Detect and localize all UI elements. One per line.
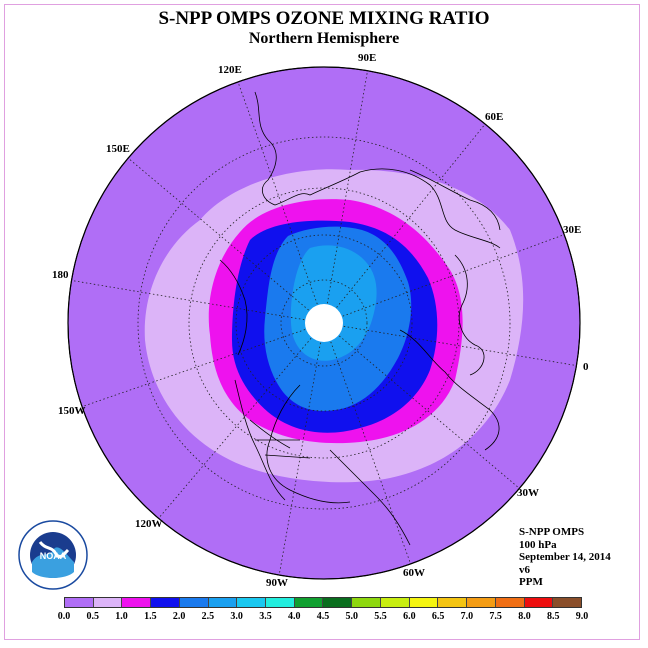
lon-label-90w: 90W [266, 577, 288, 589]
colorbar-tick-label: 7.5 [489, 611, 502, 622]
colorbar-ticks: 0.0 0.5 1.0 1.5 2.0 2.5 3.0 3.5 4.0 4.5 5.0 5.5 6.0 6… [58, 611, 589, 625]
colorbar-segment [122, 598, 152, 607]
colorbar [64, 597, 582, 608]
colorbar-tick-label: 6.5 [431, 611, 445, 622]
colorbar-tick-label: 5.0 [345, 611, 359, 622]
coastlines [219, 91, 501, 546]
lon-label-150w: 150W [58, 405, 86, 417]
product-info: S-NPP OMPS 100 hPa September 14, 2014 v6… [519, 526, 611, 589]
map-subtitle: Northern Hemisphere [248, 30, 400, 47]
colorbar-segment [524, 598, 554, 607]
noaa-logo-text: NOAA [40, 551, 67, 561]
colorbar-tick-label: 2.5 [201, 611, 215, 622]
info-level: 100 hPa [519, 538, 557, 551]
lon-label-150e: 150E [106, 143, 130, 155]
info-date: September 14, 2014 [519, 551, 611, 564]
colorbar-segment [380, 598, 410, 607]
colorbar-tick-label: 1.0 [115, 611, 128, 622]
map-title: S-NPP OMPS OZONE MIXING RATIO [158, 8, 490, 29]
lon-label-60w: 60W [403, 567, 425, 579]
colorbar-tick-label: 3.0 [230, 611, 243, 622]
colorbar-tick-label: 9.0 [575, 611, 589, 622]
info-instrument: S-NPP OMPS [519, 526, 585, 538]
colorbar-tick-label: 0.5 [86, 611, 100, 622]
colorbar-tick-label: 5.5 [374, 611, 387, 622]
info-version: v6 [519, 563, 530, 576]
figure-frame [4, 4, 640, 640]
colorbar-segment [237, 598, 267, 607]
polar-no-data-cap [305, 304, 343, 342]
colorbar-segment [438, 598, 468, 607]
colorbar-tick-label: 4.5 [316, 611, 330, 622]
colorbar-segment [409, 598, 439, 607]
globe-outline [67, 66, 581, 580]
colorbar-segment [266, 598, 295, 607]
info-units: PPM [519, 576, 543, 589]
lon-label-0: 0 [583, 361, 589, 373]
lon-label-90e: 90E [358, 52, 376, 64]
meridians [68, 67, 580, 577]
colorbar-tick-label: 8.0 [518, 611, 531, 622]
lon-label-30e: 30E [563, 224, 581, 236]
colorbar-tick-label: 1.5 [144, 611, 157, 622]
colorbar-tick-label: 6.0 [403, 611, 416, 622]
colorbar-tick-label: 3.5 [259, 611, 272, 622]
lon-label-180: 180 [52, 269, 69, 281]
lon-label-120e: 120E [218, 64, 242, 76]
colorbar-segment [179, 598, 209, 607]
longitude-labels: 90E 60E 30E 0 30W 60W 90W 120W 150W 180 … [52, 52, 589, 589]
colorbar-segment [467, 598, 496, 607]
colorbar-segment [208, 598, 238, 607]
colorbar-tick-label: 4.0 [287, 611, 301, 622]
colorbar-segment [151, 598, 180, 607]
lon-label-60e: 60E [485, 111, 503, 123]
colorbar-segment [323, 598, 353, 607]
lon-label-120w: 120W [135, 518, 163, 530]
colorbar-segment [93, 598, 123, 607]
latitude-circles [137, 136, 511, 510]
colorbar-segment [65, 598, 94, 607]
colorbar-segment [553, 598, 581, 607]
colorbar-tick-label: 0.0 [57, 611, 71, 622]
noaa-logo: NOAA [18, 520, 88, 590]
lon-label-30w: 30W [517, 487, 539, 499]
colorbar-segment [352, 598, 381, 607]
colorbar-segment [294, 598, 324, 607]
colorbar-segment [495, 598, 525, 607]
colorbar-tick-label: 2.0 [172, 611, 186, 622]
colorbar-tick-label: 8.5 [546, 611, 560, 622]
colorbar-tick-label: 7.0 [460, 611, 474, 622]
